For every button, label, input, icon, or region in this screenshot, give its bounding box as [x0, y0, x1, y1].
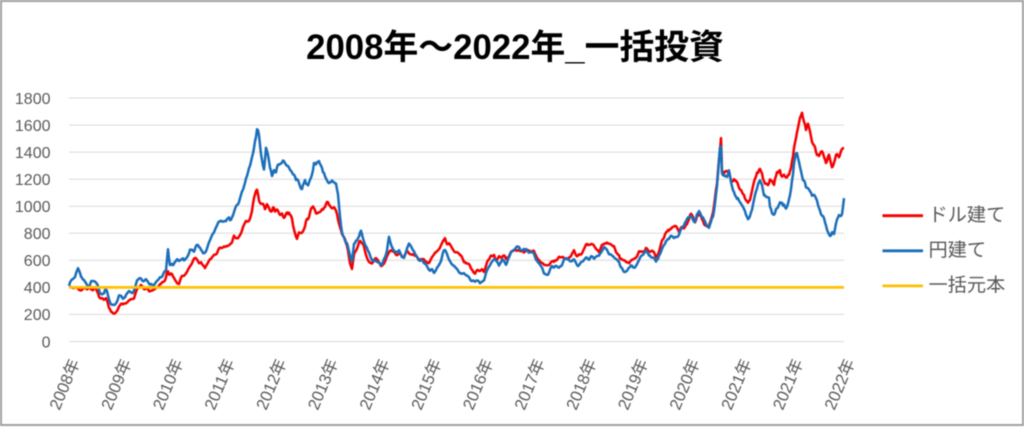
svg-text:400: 400: [24, 280, 51, 297]
svg-text:1800: 1800: [15, 91, 51, 108]
svg-text:1200: 1200: [15, 172, 51, 189]
svg-text:600: 600: [24, 253, 51, 270]
svg-text:800: 800: [24, 226, 51, 243]
svg-text:_: _: [564, 28, 585, 67]
svg-text:1400: 1400: [15, 145, 51, 162]
svg-text:2022: 2022: [453, 28, 530, 67]
svg-text:0: 0: [42, 334, 51, 351]
svg-text:1600: 1600: [15, 118, 51, 135]
svg-text:1000: 1000: [15, 199, 51, 216]
svg-text:2008: 2008: [306, 28, 383, 67]
svg-text:200: 200: [24, 307, 51, 324]
